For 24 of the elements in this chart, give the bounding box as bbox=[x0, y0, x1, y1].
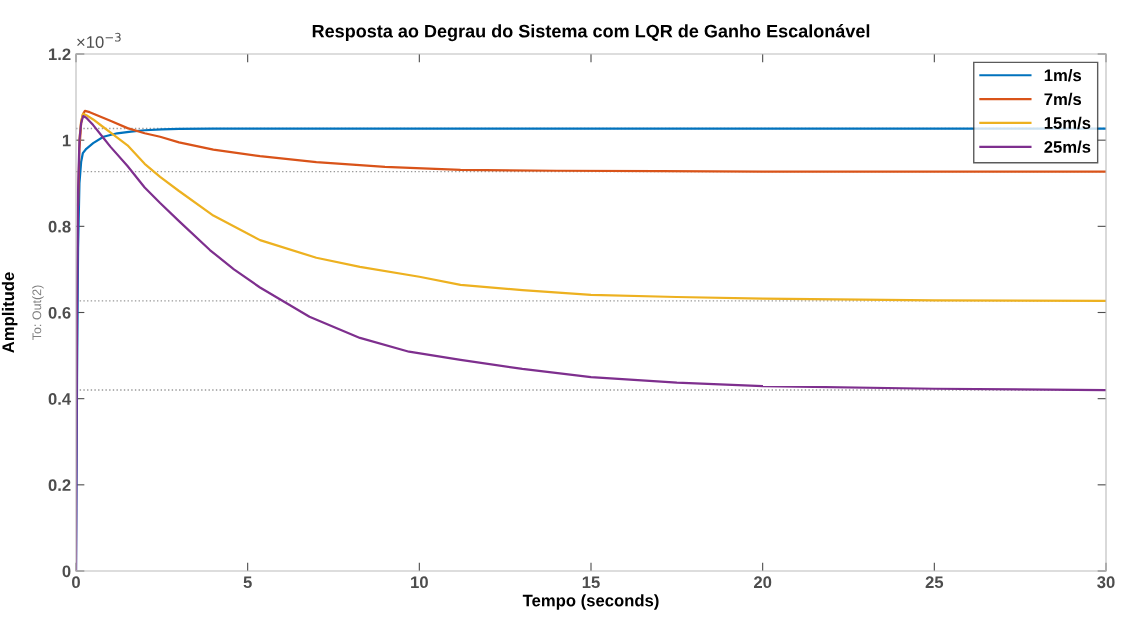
chart-title: Resposta ao Degrau do Sistema com LQR de Ganho Escalonável bbox=[312, 24, 870, 42]
text: To: Out(2) bbox=[32, 285, 44, 340]
legend-label: 15m/s bbox=[1044, 116, 1091, 130]
y-tick-label: 1.2 bbox=[49, 48, 71, 61]
y-tick-label: 1 bbox=[62, 134, 71, 147]
x-tick-label: 30 bbox=[1097, 576, 1115, 589]
y-tick-label: 0.4 bbox=[48, 393, 72, 405]
y-tick-label: 0.8 bbox=[48, 220, 71, 233]
y-axis-title: Amplitude bbox=[1, 272, 18, 353]
x-tick-label: 25 bbox=[925, 576, 944, 589]
x-tick-label: 10 bbox=[411, 576, 428, 589]
legend-label: 7m/s bbox=[1044, 92, 1082, 106]
y-tick-label: 0.6 bbox=[48, 306, 71, 319]
x-tick-label: 20 bbox=[753, 576, 772, 589]
legend-label: 1m/s bbox=[1044, 69, 1082, 82]
x-tick-label: 0 bbox=[72, 576, 80, 589]
y-tick-label: 0 bbox=[62, 565, 71, 578]
x-tick-label: 5 bbox=[243, 576, 252, 589]
y-tick-label: 0.2 bbox=[48, 479, 71, 492]
legend-label: 25m/s bbox=[1044, 140, 1091, 154]
text: ×10$^{−3}$ bbox=[77, 32, 121, 48]
x-tick-label: 15 bbox=[582, 576, 600, 589]
line-series bbox=[78, 112, 1106, 302]
x-axis-title: Tempo (seconds) bbox=[522, 594, 659, 610]
